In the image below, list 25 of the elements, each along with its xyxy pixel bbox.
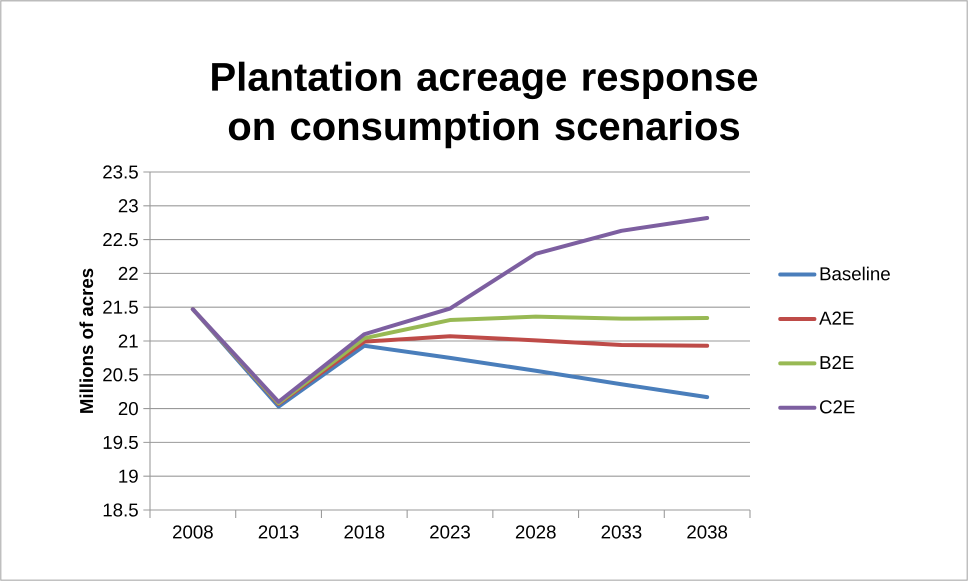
x-tick-label: 2018 — [344, 525, 384, 539]
x-tick-label: 2008 — [173, 525, 213, 539]
x-tick-label: 2033 — [602, 525, 642, 539]
x-tick-label: 2023 — [430, 525, 470, 539]
legend-label: C2E — [820, 400, 855, 414]
y-tick-label: 22.5 — [103, 232, 138, 246]
legend-label: B2E — [820, 356, 854, 369]
y-tick-label: 20.5 — [103, 368, 138, 382]
y-axis-title: Millions of acres — [79, 268, 94, 413]
y-tick-label: 22 — [118, 266, 138, 280]
y-tick-label: 23.5 — [103, 165, 138, 179]
y-tick-label: 19 — [119, 470, 138, 483]
legend-label: Baseline — [820, 266, 890, 280]
y-tick-label: 18.5 — [104, 503, 138, 517]
y-tick-label: 20 — [118, 402, 138, 416]
legend-label: A2E — [819, 312, 854, 325]
x-tick-label: 2013 — [258, 525, 299, 539]
line-series — [190, 216, 710, 404]
y-tick-label: 21.5 — [103, 300, 138, 314]
y-tick-label: 21 — [118, 334, 138, 348]
y-tick-label: 23 — [118, 199, 138, 212]
x-tick-label: 2028 — [516, 525, 556, 539]
y-tick-label: 19.5 — [104, 436, 138, 449]
chart-title: Plantation acreage response on consumption scenarios — [212, 62, 758, 148]
x-tick-label: 2038 — [687, 525, 728, 539]
